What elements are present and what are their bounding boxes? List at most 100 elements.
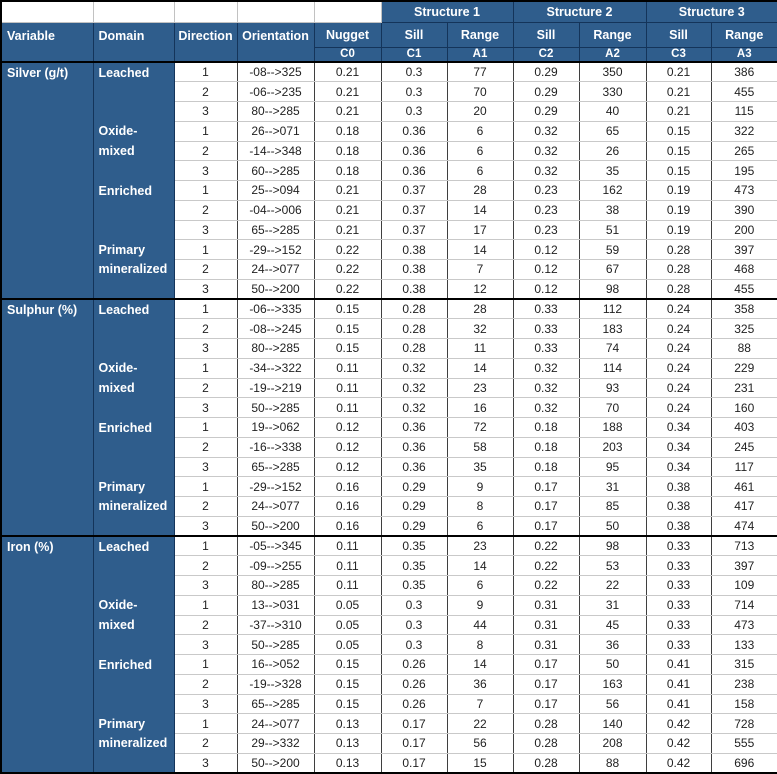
table-row: 2 -14-->348 0.18 0.36 6 0.32 26 0.15 265 [1, 140, 777, 162]
cell-nugget-c0: 0.13 [313, 733, 382, 754]
cell-range-a1: 14 [446, 555, 514, 576]
cell-sill-c3: 0.34 [645, 456, 712, 478]
cell-range-a1: 28 [446, 298, 514, 320]
cell-range-a3: 473 [710, 180, 777, 201]
cell-sill-c3: 0.28 [645, 278, 712, 300]
cell-nugget-c0: 0.12 [313, 417, 382, 438]
cell-sill-c3: 0.33 [645, 614, 712, 636]
structure-3-header: Structure 3 [645, 0, 777, 23]
cell-range-a3: 200 [710, 219, 777, 241]
cell-range-a1: 32 [446, 318, 514, 339]
cell-range-a3: 403 [710, 417, 777, 438]
cell-range-a2: 203 [578, 436, 647, 458]
domain-cell: Primary mineralized [92, 713, 175, 773]
domain-cell: Primary mineralized [92, 239, 175, 299]
cell-range-a1: 7 [446, 693, 514, 715]
table-row: 3 50-->285 0.05 0.3 8 0.31 36 0.33 133 [1, 634, 777, 655]
cell-sill-c2: 0.17 [512, 693, 580, 715]
cell-sill-c2: 0.29 [512, 81, 580, 102]
cell-sill-c3: 0.33 [645, 555, 712, 576]
cell-range-a2: 50 [578, 654, 647, 675]
cell-nugget-c0: 0.11 [313, 397, 382, 418]
cell-direction: 2 [173, 733, 238, 754]
cell-nugget-c0: 0.15 [313, 673, 382, 695]
cell-range-a2: 56 [578, 693, 647, 715]
cell-range-a2: 350 [578, 61, 647, 83]
table-row: Primary mineralized 1 24-->077 0.13 0.17 22 0.… [1, 713, 777, 773]
cell-range-a2: 162 [578, 180, 647, 201]
cell-nugget-c0: 0.21 [313, 101, 382, 122]
col-header-variable: Variable [0, 21, 94, 63]
domain-cell: Enriched [92, 417, 175, 477]
cell-sill-c3: 0.24 [645, 377, 712, 399]
col-header-nugget: Nugget [313, 21, 382, 48]
cell-direction: 3 [173, 752, 238, 774]
cell-sill-c1: 0.32 [380, 377, 448, 399]
cell-nugget-c0: 0.12 [313, 436, 382, 458]
cell-orientation: 80-->285 [236, 338, 315, 359]
variable-cell: Sulphur (%) [0, 298, 94, 536]
cell-range-a3: 158 [710, 693, 777, 715]
cell-range-a1: 15 [446, 752, 514, 774]
cell-sill-c1: 0.17 [380, 713, 448, 734]
cell-range-a1: 7 [446, 259, 514, 280]
cell-range-a2: 114 [578, 357, 647, 379]
cell-nugget-c0: 0.13 [313, 713, 382, 734]
cell-orientation: 19-->062 [236, 417, 315, 438]
cell-sill-c3: 0.24 [645, 397, 712, 418]
cell-sill-c2: 0.28 [512, 733, 580, 754]
cell-range-a3: 386 [710, 61, 777, 83]
cell-sill-c2: 0.32 [512, 397, 580, 418]
cell-direction: 1 [173, 713, 238, 734]
cell-direction: 2 [173, 318, 238, 339]
cell-nugget-c0: 0.11 [313, 555, 382, 576]
cell-sill-c1: 0.36 [380, 140, 448, 162]
cell-sill-c1: 0.17 [380, 733, 448, 754]
cell-nugget-c0: 0.16 [313, 476, 382, 497]
cell-sill-c3: 0.24 [645, 298, 712, 320]
table-row: Oxide-mixed 1 26-->071 0.18 0.36 6 0.32 65 0.15 3… [1, 120, 777, 181]
table-row: 3 65-->285 0.12 0.36 35 0.18 95 0.34 117 [1, 456, 777, 478]
cell-range-a2: 31 [578, 476, 647, 497]
cell-range-a1: 35 [446, 456, 514, 478]
cell-sill-c2: 0.22 [512, 535, 580, 557]
cell-range-a1: 6 [446, 575, 514, 596]
cell-sill-c1: 0.38 [380, 259, 448, 280]
cell-direction: 1 [173, 298, 238, 320]
cell-range-a1: 23 [446, 377, 514, 399]
structure-1-header: Structure 1 [380, 0, 514, 23]
cell-range-a2: 31 [578, 594, 647, 616]
cell-nugget-c0: 0.11 [313, 535, 382, 557]
cell-nugget-c0: 0.11 [313, 377, 382, 399]
table-row: 3 60-->285 0.18 0.36 6 0.32 35 0.15 195 [1, 160, 777, 181]
cell-sill-c2: 0.32 [512, 160, 580, 181]
cell-range-a2: 22 [578, 575, 647, 596]
cell-direction: 3 [173, 278, 238, 300]
cell-nugget-c0: 0.15 [313, 338, 382, 359]
cell-sill-c3: 0.28 [645, 239, 712, 260]
cell-sill-c3: 0.28 [645, 259, 712, 280]
cell-nugget-c0: 0.15 [313, 693, 382, 715]
cell-sill-c2: 0.32 [512, 357, 580, 379]
cell-range-a3: 417 [710, 496, 777, 517]
cell-range-a3: 195 [710, 160, 777, 181]
cell-range-a1: 6 [446, 160, 514, 181]
cell-range-a2: 40 [578, 101, 647, 122]
cell-nugget-c0: 0.16 [313, 496, 382, 517]
table-row: 2 -08-->245 0.15 0.28 32 0.33 183 0.24 325 [1, 318, 777, 339]
domain-cell: Primary mineralized [92, 476, 175, 536]
cell-direction: 3 [173, 160, 238, 181]
cell-sill-c1: 0.3 [380, 614, 448, 636]
cell-range-a2: 67 [578, 259, 647, 280]
cell-sill-c3: 0.15 [645, 160, 712, 181]
symbol-a1: A1 [446, 46, 514, 63]
cell-nugget-c0: 0.05 [313, 594, 382, 616]
cell-sill-c2: 0.22 [512, 555, 580, 576]
cell-nugget-c0: 0.15 [313, 318, 382, 339]
cell-range-a3: 133 [710, 634, 777, 655]
col-header-range-1: Range [446, 21, 514, 48]
symbol-c3: C3 [645, 46, 712, 63]
cell-range-a2: 45 [578, 614, 647, 636]
cell-sill-c3: 0.24 [645, 357, 712, 379]
